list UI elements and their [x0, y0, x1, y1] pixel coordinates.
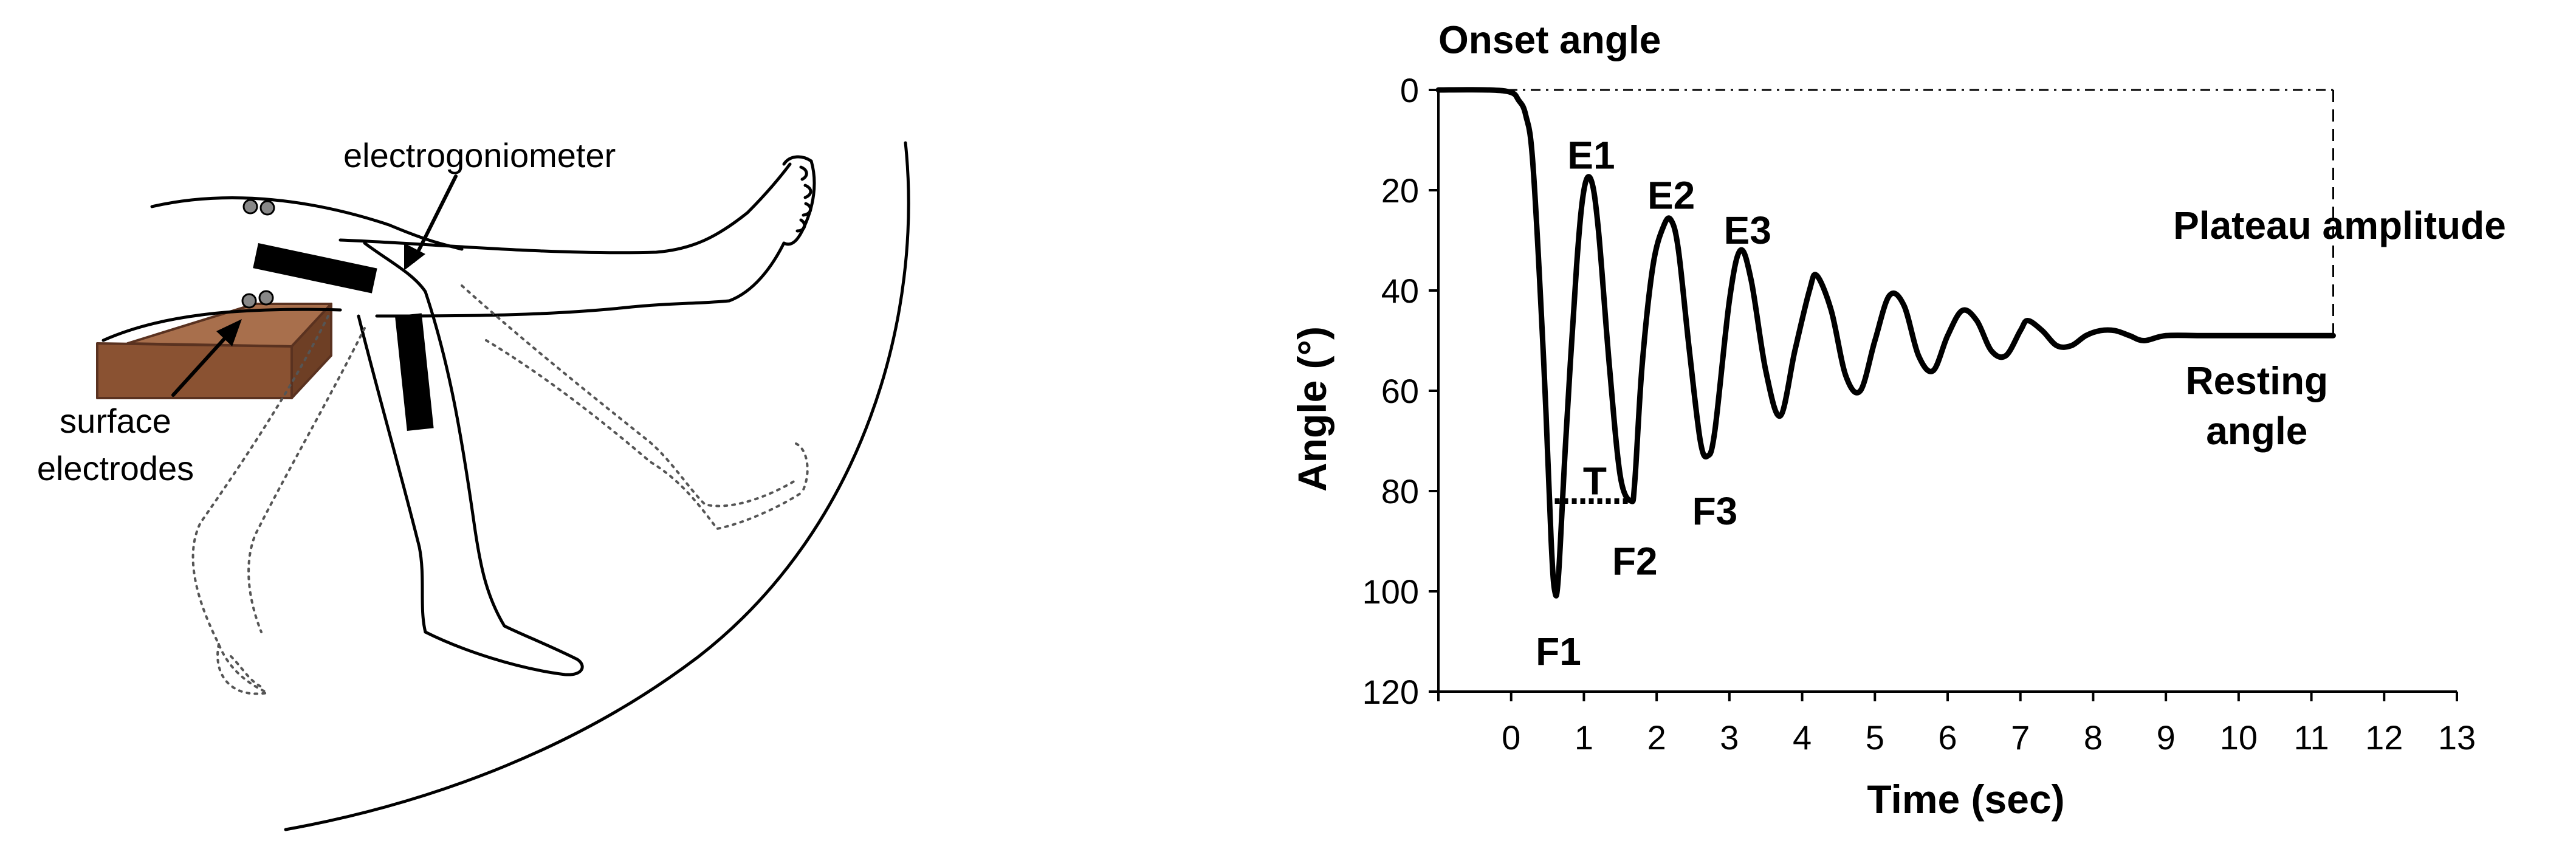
- x-tick-label: 0: [1502, 718, 1520, 757]
- electrodes-arrow: [171, 319, 242, 397]
- platform-side: [290, 303, 332, 399]
- x-tick-label: 7: [2011, 718, 2030, 757]
- annotation-e3: E3: [1724, 208, 1771, 252]
- dotted-leg-back-inner: [247, 327, 366, 633]
- annotation-onset-angle: Onset angle: [1438, 18, 1661, 62]
- shin-left-outline: [357, 314, 427, 634]
- x-tick-label: 6: [1938, 718, 1957, 757]
- x-tick-label: 13: [2438, 718, 2476, 757]
- electrogoniometer-shin-sensor: [395, 313, 434, 431]
- x-axis-label: Time (sec): [1867, 777, 2064, 822]
- x-tick-label: 9: [2157, 718, 2176, 757]
- y-tick-label: 100: [1362, 572, 1419, 611]
- y-axis-label: Angle (°): [1290, 326, 1334, 492]
- annotation-angle: angle: [2206, 409, 2307, 453]
- foot-hanging: [424, 624, 584, 676]
- knee-outline: [363, 241, 427, 294]
- sweep-arc: [284, 141, 910, 831]
- leg-illustration: [96, 141, 910, 831]
- toes-upper: [795, 165, 812, 233]
- x-tick-label: 11: [2294, 718, 2329, 757]
- thigh-upper-outline: [338, 162, 792, 255]
- x-tick-label: 12: [2365, 718, 2403, 757]
- surface-electrodes: [241, 199, 275, 309]
- electrogoniometer-thigh-sensor: [253, 243, 377, 294]
- electrode: [242, 199, 258, 215]
- shin-right-outline: [424, 290, 506, 628]
- y-tick-label: 120: [1362, 673, 1419, 711]
- annotation-t: T: [1583, 459, 1607, 503]
- x-tick-label: 5: [1866, 718, 1884, 757]
- body-outline: [150, 196, 464, 251]
- y-tick-label: 60: [1381, 372, 1419, 410]
- surface-electrodes-label-line1: surface: [60, 402, 171, 440]
- y-tick-label: 80: [1381, 472, 1419, 510]
- dotted-leg-front-upper: [461, 284, 797, 507]
- annotation-resting: Resting: [2185, 359, 2328, 403]
- foot-upper: [782, 155, 816, 246]
- annotation-f3: F3: [1692, 489, 1738, 533]
- chart-annotations: Onset angle E1 E2 E3 F1 F2 F3 T Plateau amplitud…: [1438, 18, 2506, 674]
- y-tick-label: 0: [1400, 71, 1419, 109]
- electrode: [258, 290, 274, 306]
- thigh-lower-outline: [375, 241, 786, 318]
- dotted-leg-back-outline: [191, 315, 329, 694]
- x-tick-label: 10: [2220, 718, 2258, 757]
- annotation-plateau-amplitude: Plateau amplitude: [2173, 204, 2506, 247]
- electrogoniometer-label: electrogoniometer: [343, 136, 616, 174]
- dotted-foot-front: [795, 442, 809, 493]
- electrogoniometer-arrow: [404, 174, 458, 270]
- x-tick-label: 1: [1575, 718, 1593, 757]
- annotation-e1: E1: [1567, 133, 1615, 177]
- angle-series-line: [1435, 87, 2336, 599]
- dotted-leg-front-lower: [485, 339, 803, 530]
- annotation-f1: F1: [1536, 630, 1581, 673]
- x-tick-label: 8: [2084, 718, 2103, 757]
- dotted-foot-back: [216, 643, 269, 695]
- electrode: [259, 200, 275, 216]
- annotation-f2: F2: [1612, 540, 1658, 583]
- surface-electrodes-label-line2: electrodes: [37, 449, 194, 487]
- chart-series: [1435, 87, 2336, 599]
- annotation-e2: E2: [1647, 173, 1695, 217]
- reference-lines: [1438, 89, 2334, 504]
- seat-line: [101, 308, 342, 342]
- x-tick-label: 2: [1647, 718, 1666, 757]
- dotted-leg-positions: [191, 284, 809, 695]
- x-tick-label: 4: [1793, 718, 1812, 757]
- y-tick-label: 20: [1381, 171, 1419, 210]
- electrode: [241, 293, 257, 309]
- x-tick-label: 3: [1720, 718, 1739, 757]
- y-tick-label: 40: [1381, 272, 1419, 310]
